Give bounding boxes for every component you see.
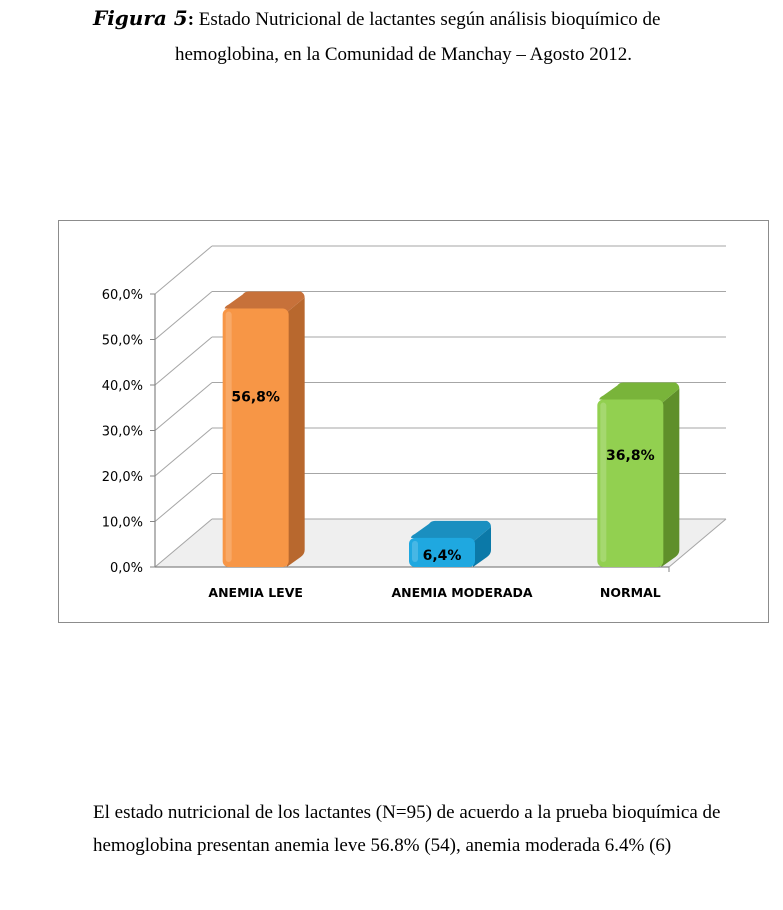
figure-label: Figura 5	[93, 6, 188, 30]
bar-highlight	[412, 540, 418, 562]
bar-side	[473, 526, 491, 567]
body-line-2: hemoglobina presentan anemia leve 56.8% …	[93, 835, 672, 856]
body-line-1: El estado nutricional de los lactantes (…	[93, 802, 721, 823]
x-category-label: ANEMIA LEVE	[208, 585, 303, 600]
bar-chart: 0,0% 10,0% 20,0% 30,0% 40,0% 50,0% 60,0% 56,8%…	[102, 245, 727, 600]
gridline-diagonal	[154, 336, 213, 386]
bars-layer: 56,8% 6,4% 36,8%	[222, 291, 680, 567]
y-tick-label: 10,0%	[102, 516, 143, 531]
bar	[597, 399, 664, 567]
gridline-diagonal	[154, 382, 213, 431]
figure-caption: Figura 5: Estado Nutricional de lactante…	[93, 6, 660, 31]
x-category-label: ANEMIA MODERADA	[391, 585, 532, 600]
floor-edge-right	[668, 518, 727, 568]
y-tick-label: 40,0%	[102, 379, 143, 394]
bar	[409, 537, 475, 567]
bar-value-label: 56,8%	[231, 390, 280, 406]
bar-value-label: 6,4%	[423, 548, 462, 564]
y-axis-ticks: 0,0% 10,0% 20,0% 30,0% 40,0% 50,0% 60,0%	[102, 288, 670, 576]
x-axis-labels: ANEMIA LEVE ANEMIA MODERADA NORMAL	[208, 585, 660, 600]
bar-side	[286, 297, 305, 567]
body-paragraph: El estado nutricional de los lactantes (…	[93, 796, 783, 862]
floor-edge-left	[154, 518, 213, 568]
figure-label-colon: :	[187, 9, 195, 30]
chart-frame: 0,0% 10,0% 20,0% 30,0% 40,0% 50,0% 60,0% 56,8%…	[58, 220, 769, 623]
y-tick-label: 20,0%	[102, 470, 143, 485]
caption-text-line2: hemoglobina, en la Comunidad de Manchay …	[175, 44, 632, 65]
y-tick-label: 0,0%	[110, 561, 143, 576]
bar-top	[411, 520, 491, 542]
gridline-diagonal	[154, 427, 213, 477]
bar-highlight	[600, 402, 607, 562]
bar-top	[599, 382, 680, 404]
bar-highlight	[225, 311, 232, 562]
y-tick-label: 30,0%	[102, 425, 143, 440]
caption-text-line1: Estado Nutricional de lactantes según an…	[194, 9, 661, 30]
y-tick-label: 60,0%	[102, 288, 143, 303]
gridline-diagonal	[154, 245, 213, 295]
bar-side	[661, 388, 680, 567]
gridline-diagonal	[154, 291, 213, 340]
bar-top	[224, 291, 305, 313]
bar-value-label: 36,8%	[606, 448, 655, 464]
y-tick-label: 50,0%	[102, 334, 143, 349]
bar	[222, 308, 289, 567]
x-category-label: NORMAL	[600, 585, 661, 600]
gridline-diagonal	[154, 473, 213, 522]
